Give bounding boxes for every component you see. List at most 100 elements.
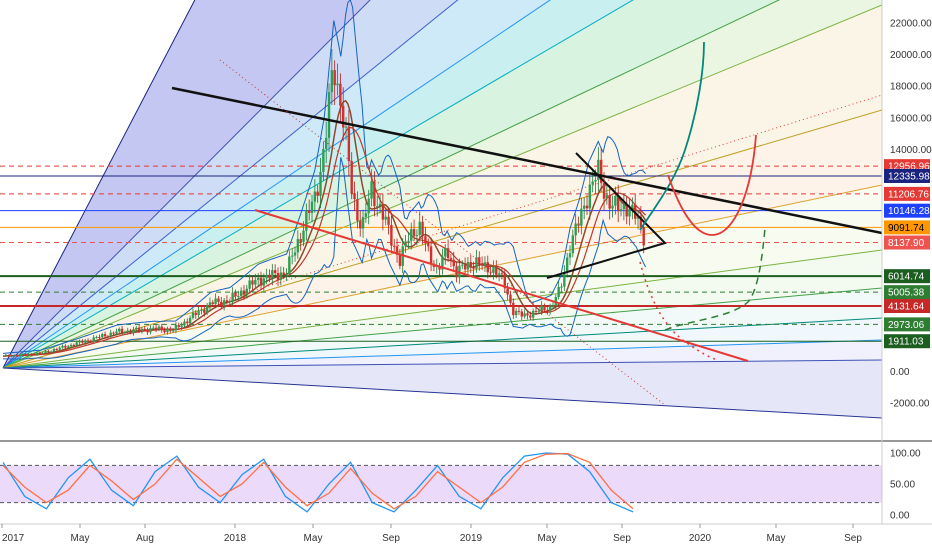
price-tag-label: 2973.06 [888, 320, 925, 331]
candle-body [509, 294, 512, 303]
oscillator-panel [0, 452, 882, 513]
time-tick-label: 2018 [224, 533, 247, 544]
candle-body [322, 148, 325, 172]
candle-body [486, 262, 489, 273]
candle-body [58, 347, 61, 350]
time-axis[interactable]: 2017 May Aug 2018 May Sep 2019 May Sep 2020 May Sep [1, 524, 862, 544]
candle-body [123, 332, 127, 334]
candle-body [531, 310, 535, 318]
candle-body [543, 305, 546, 311]
candle-body [285, 274, 288, 276]
fan-line [2, 0, 371, 369]
osc-tick-label: 0.00 [890, 511, 910, 522]
candle-body [95, 336, 98, 338]
candle-body [636, 216, 640, 219]
candle-body [13, 355, 16, 357]
candle-body [452, 259, 455, 267]
candle-body [166, 329, 169, 333]
candle-body [256, 277, 260, 280]
candle-body [495, 266, 498, 275]
drawings [171, 41, 882, 406]
time-tick-label: May [71, 533, 90, 544]
fan-line [2, 359, 882, 369]
candle-body [137, 327, 141, 331]
osc-series-line [2, 452, 634, 510]
candle-body [163, 329, 166, 333]
candle-body [120, 328, 124, 333]
candle-body [186, 321, 189, 324]
candle-body [15, 355, 19, 357]
candle-body [441, 256, 444, 270]
candle-body [194, 312, 197, 316]
candle-body [242, 290, 246, 295]
triangle-pattern [546, 152, 667, 279]
candle-body [608, 194, 611, 209]
candle-body [203, 309, 206, 313]
time-tick-label: 2019 [460, 533, 483, 544]
projection-teal [639, 41, 705, 231]
candle-body [72, 344, 76, 346]
oscillator-axis[interactable]: 100.00 50.00 0.00 [890, 449, 921, 522]
candle-body [231, 292, 234, 302]
candle-body [268, 274, 271, 279]
candle-body [109, 332, 112, 337]
candle-body [38, 352, 42, 354]
candle-body [367, 198, 370, 214]
price-tag-box [884, 269, 930, 284]
price-tag-label: 10146.28 [888, 206, 930, 217]
candle-body [55, 349, 59, 351]
candle-body [605, 194, 609, 199]
candle-body [427, 243, 430, 247]
price-tag-label: 12956.96 [888, 162, 930, 173]
candle-body [316, 191, 319, 196]
price-tag-box [884, 285, 930, 300]
candle-body [157, 326, 161, 330]
candle-body [132, 329, 135, 334]
fan-line [2, 0, 781, 369]
candle-body [622, 204, 626, 210]
fan-line [2, 249, 882, 369]
candle-body [483, 262, 487, 266]
candle-body [517, 310, 521, 312]
candle-body [577, 223, 580, 226]
price-tag-label: 6014.74 [888, 272, 925, 283]
candle-body [220, 301, 223, 306]
price-tag-label: 8137.90 [888, 238, 925, 249]
price-tag-label: 12335.98 [888, 171, 930, 182]
candle-body [177, 325, 180, 327]
candle-body [458, 265, 461, 278]
price-tick-label: 20000.00 [890, 50, 932, 61]
candle-body [75, 342, 78, 346]
candle-body [404, 241, 407, 247]
candle-body [407, 240, 410, 242]
price-axis[interactable]: 22000.00 20000.00 18000.00 16000.00 14000.00… [890, 18, 932, 409]
candle-body [245, 288, 249, 295]
candle-body [546, 310, 549, 312]
candle-body [565, 257, 569, 273]
candle-body [333, 70, 336, 86]
candle-body [568, 253, 572, 258]
candle-body [384, 216, 387, 220]
candle-body [67, 346, 70, 348]
candle-body [446, 248, 450, 259]
candle-body [135, 327, 138, 330]
candle-body [18, 354, 22, 356]
price-tag-label: 4131.64 [888, 302, 925, 313]
candle-body [387, 216, 390, 225]
candle-body [353, 193, 356, 200]
candle-body [98, 336, 101, 338]
candle-body [336, 83, 339, 86]
candle-body [324, 137, 328, 149]
candle-body [69, 344, 73, 347]
fan-line [2, 287, 882, 369]
candle-body [32, 354, 36, 356]
candle-body [140, 328, 144, 331]
fan-line [2, 0, 196, 369]
candle-body [296, 239, 300, 253]
candle-body [10, 355, 13, 357]
candle-body [27, 353, 30, 355]
price-tag-label: 11206.76 [888, 189, 929, 200]
candle-body [599, 159, 603, 184]
candle-body [614, 195, 617, 206]
candle-body [92, 337, 95, 342]
